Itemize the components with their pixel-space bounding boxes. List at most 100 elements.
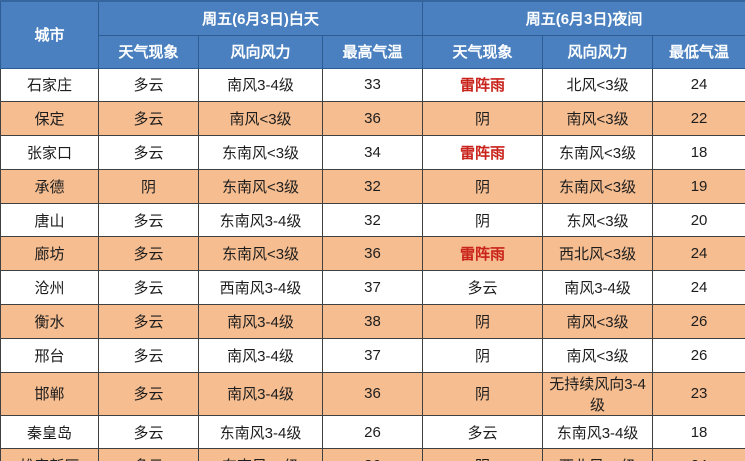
table-row: 承德 阴 东南风<3级 32 阴 东南风<3级 19 <box>0 168 745 204</box>
day-wind-cell: 东南风<3级 <box>198 236 323 272</box>
night-min-temp-cell: 24 <box>652 448 745 461</box>
night-weather-cell: 多云 <box>422 414 544 450</box>
day-weather-cell: 多云 <box>98 337 199 373</box>
night-weather-cell: 雷阵雨 <box>422 67 544 103</box>
night-wind-cell: 东南风<3级 <box>542 168 654 204</box>
night-wind-cell: 南风<3级 <box>542 304 654 339</box>
table-row: 邢台 多云 南风3-4级 37 阴 南风<3级 26 <box>0 337 745 373</box>
city-cell: 沧州 <box>0 270 99 306</box>
day-wind-cell: 东南风<3级 <box>198 135 323 170</box>
header-sub-row: 天气现象 风向风力 最高气温 天气现象 风向风力 最低气温 <box>1 34 745 69</box>
table-body: 石家庄 多云 南风3-4级 33 雷阵雨 北风<3级 24 保定 多云 南风<3… <box>0 67 745 461</box>
night-wind-cell: 东南风<3级 <box>542 135 654 170</box>
column-header-day-wind: 风向风力 <box>198 34 323 69</box>
day-wind-cell: 东南风<3级 <box>198 168 323 204</box>
column-header-city: 城市 <box>0 0 99 69</box>
day-weather-cell: 多云 <box>98 202 199 238</box>
column-header-night-wind: 风向风力 <box>542 34 654 69</box>
city-cell: 张家口 <box>0 135 99 170</box>
night-wind-cell: 西北风<3级 <box>542 236 654 272</box>
day-max-temp-cell: 36 <box>321 101 424 137</box>
night-weather-cell: 阴 <box>422 101 544 137</box>
table-row: 保定 多云 南风<3级 36 阴 南风<3级 22 <box>0 101 745 137</box>
table-row: 石家庄 多云 南风3-4级 33 雷阵雨 北风<3级 24 <box>0 67 745 103</box>
night-wind-cell: 无持续风向3-4级 <box>542 371 654 416</box>
night-weather-cell: 阴 <box>422 168 544 204</box>
day-weather-cell: 多云 <box>98 135 199 170</box>
day-max-temp-cell: 37 <box>321 270 424 306</box>
day-max-temp-cell: 36 <box>321 236 424 272</box>
city-cell: 石家庄 <box>0 67 99 103</box>
day-wind-cell: 东南风<3级 <box>198 448 323 461</box>
day-max-temp-cell: 26 <box>321 414 424 450</box>
night-min-temp-cell: 24 <box>652 270 745 306</box>
night-weather-cell: 阴 <box>422 337 544 373</box>
night-min-temp-cell: 20 <box>652 202 745 238</box>
column-header-night-weather: 天气现象 <box>422 34 544 69</box>
day-max-temp-cell: 32 <box>321 168 424 204</box>
city-cell: 廊坊 <box>0 236 99 272</box>
night-min-temp-cell: 18 <box>652 414 745 450</box>
day-weather-cell: 多云 <box>98 67 199 103</box>
day-wind-cell: 南风<3级 <box>198 101 323 137</box>
city-cell: 承德 <box>0 168 99 204</box>
night-weather-cell: 阴 <box>422 304 544 339</box>
day-wind-cell: 南风3-4级 <box>198 304 323 339</box>
night-weather-cell: 雷阵雨 <box>422 135 544 170</box>
night-wind-cell: 南风<3级 <box>542 101 654 137</box>
city-cell: 雄安新区 <box>0 448 99 461</box>
column-header-day-weather: 天气现象 <box>98 34 199 69</box>
day-weather-cell: 多云 <box>98 101 199 137</box>
day-wind-cell: 西南风3-4级 <box>198 270 323 306</box>
day-wind-cell: 南风3-4级 <box>198 371 323 416</box>
table-row: 张家口 多云 东南风<3级 34 雷阵雨 东南风<3级 18 <box>0 135 745 170</box>
day-max-temp-cell: 33 <box>321 67 424 103</box>
night-weather-cell: 阴 <box>422 371 544 416</box>
day-wind-cell: 南风3-4级 <box>198 67 323 103</box>
table-row: 邯郸 多云 南风3-4级 36 阴 无持续风向3-4级 23 <box>0 371 745 416</box>
column-header-day-max-temp: 最高气温 <box>321 34 424 69</box>
city-cell: 保定 <box>0 101 99 137</box>
night-min-temp-cell: 22 <box>652 101 745 137</box>
day-weather-cell: 多云 <box>98 270 199 306</box>
city-cell: 邢台 <box>0 337 99 373</box>
night-weather-cell: 阴 <box>422 448 544 461</box>
night-min-temp-cell: 26 <box>652 304 745 339</box>
night-wind-cell: 北风<3级 <box>542 67 654 103</box>
night-min-temp-cell: 24 <box>652 236 745 272</box>
city-cell: 秦皇岛 <box>0 414 99 450</box>
day-max-temp-cell: 36 <box>321 371 424 416</box>
day-weather-cell: 多云 <box>98 371 199 416</box>
table-header: 城市 周五(6月3日)白天 周五(6月3日)夜间 天气现象 风向风力 最高气温 … <box>0 0 745 69</box>
day-weather-cell: 多云 <box>98 448 199 461</box>
header-group-row: 城市 周五(6月3日)白天 周五(6月3日)夜间 <box>0 0 745 69</box>
table-row: 秦皇岛 多云 东南风3-4级 26 多云 东南风3-4级 18 <box>0 414 745 450</box>
day-max-temp-cell: 36 <box>321 448 424 461</box>
day-wind-cell: 东南风3-4级 <box>198 414 323 450</box>
night-wind-cell: 南风3-4级 <box>542 270 654 306</box>
night-min-temp-cell: 23 <box>652 371 745 416</box>
day-max-temp-cell: 32 <box>321 202 424 238</box>
day-max-temp-cell: 34 <box>321 135 424 170</box>
day-max-temp-cell: 37 <box>321 337 424 373</box>
table-row: 雄安新区 多云 东南风<3级 36 阴 西北风<3级 24 <box>0 448 745 461</box>
day-weather-cell: 多云 <box>98 304 199 339</box>
table-row: 沧州 多云 西南风3-4级 37 多云 南风3-4级 24 <box>0 270 745 306</box>
day-weather-cell: 阴 <box>98 168 199 204</box>
city-cell: 衡水 <box>0 304 99 339</box>
night-min-temp-cell: 18 <box>652 135 745 170</box>
night-weather-cell: 多云 <box>422 270 544 306</box>
column-group-friday-night: 周五(6月3日)夜间 <box>422 0 745 36</box>
night-min-temp-cell: 26 <box>652 337 745 373</box>
column-group-friday-daytime: 周五(6月3日)白天 <box>97 0 424 36</box>
city-cell: 唐山 <box>0 202 99 238</box>
day-wind-cell: 东南风3-4级 <box>198 202 323 238</box>
night-min-temp-cell: 24 <box>652 67 745 103</box>
night-min-temp-cell: 19 <box>652 168 745 204</box>
day-weather-cell: 多云 <box>98 414 199 450</box>
night-wind-cell: 东风<3级 <box>542 202 654 238</box>
night-wind-cell: 东南风3-4级 <box>542 414 654 450</box>
table-row: 唐山 多云 东南风3-4级 32 阴 东风<3级 20 <box>0 202 745 238</box>
